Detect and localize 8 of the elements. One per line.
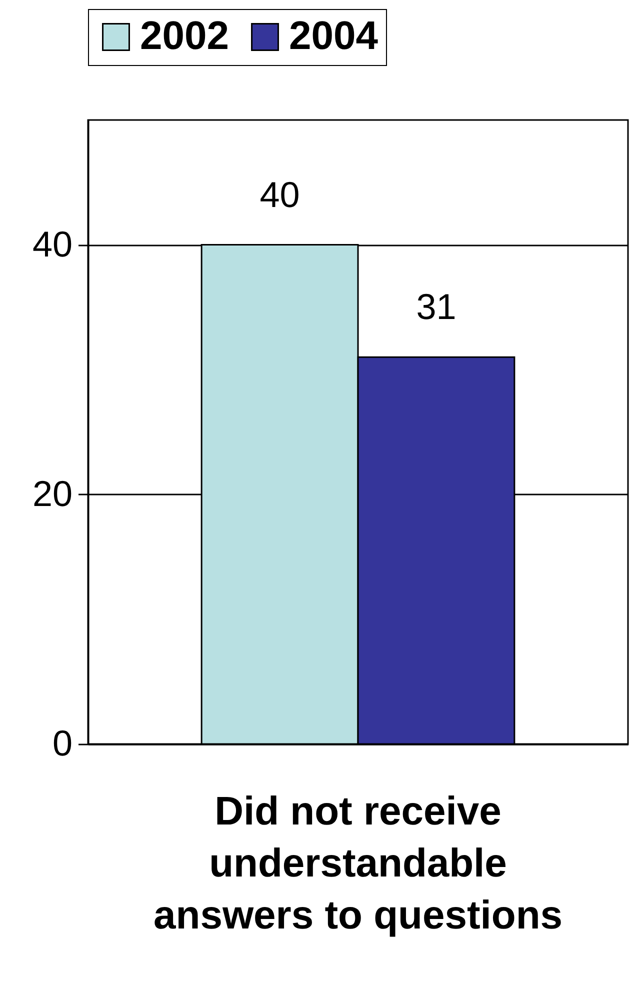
legend-label: 2002 (140, 14, 229, 58)
y-tick-label: 0 (52, 722, 72, 764)
y-tick-label: 40 (32, 223, 72, 264)
legend-label: 2004 (289, 14, 379, 58)
y-tick-label: 20 (32, 472, 72, 514)
x-tick-label: Did not receive understandable answers to questions (154, 790, 562, 938)
data-label: 40 (260, 174, 300, 215)
data-label: 31 (416, 286, 456, 328)
